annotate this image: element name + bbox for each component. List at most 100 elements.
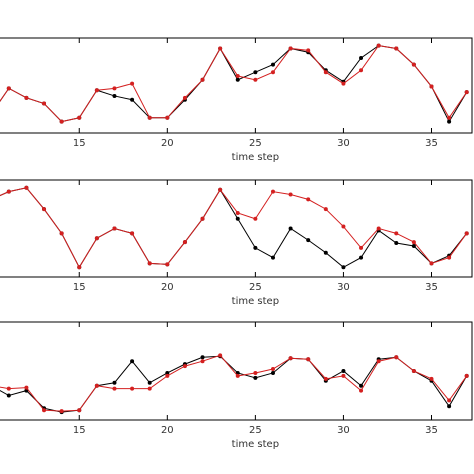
data-point xyxy=(341,265,346,270)
data-point xyxy=(147,261,152,266)
data-point xyxy=(182,364,187,369)
data-point xyxy=(218,46,223,51)
x-tick-label: 15 xyxy=(73,282,86,293)
data-point xyxy=(112,226,117,231)
x-tick-label: 35 xyxy=(425,282,438,293)
data-point xyxy=(59,409,64,414)
data-point xyxy=(359,388,364,393)
data-point xyxy=(130,97,135,102)
data-point xyxy=(429,261,434,266)
data-point xyxy=(394,46,399,51)
panel: 15 20 25 30 35 time step xyxy=(0,321,473,450)
data-point xyxy=(6,386,11,391)
data-point xyxy=(376,226,381,231)
data-point xyxy=(306,197,311,202)
data-point xyxy=(323,207,328,212)
data-point xyxy=(218,353,223,358)
data-point xyxy=(288,226,293,231)
data-point xyxy=(235,216,240,221)
data-point xyxy=(235,210,240,215)
data-point xyxy=(270,189,275,194)
x-axis-label: time step xyxy=(232,152,279,163)
data-point xyxy=(270,255,275,260)
data-point xyxy=(130,386,135,391)
data-point xyxy=(270,62,275,67)
data-point xyxy=(341,81,346,86)
data-point xyxy=(147,386,152,391)
data-point xyxy=(94,88,99,93)
data-point xyxy=(165,262,170,267)
series-line xyxy=(0,354,468,412)
data-point xyxy=(112,380,117,385)
data-point xyxy=(323,250,328,255)
data-point xyxy=(24,95,29,100)
data-point xyxy=(464,90,469,95)
data-point xyxy=(253,70,258,75)
data-point xyxy=(235,370,240,375)
data-point xyxy=(447,115,452,120)
data-point xyxy=(200,77,205,82)
data-point xyxy=(77,265,82,270)
plot-frame xyxy=(0,321,473,421)
data-point xyxy=(341,369,346,373)
x-axis-label: time step xyxy=(232,439,279,450)
data-point xyxy=(253,375,258,380)
data-point xyxy=(59,119,64,124)
data-point xyxy=(24,185,29,190)
data-point xyxy=(411,62,416,67)
x-tick-label: 30 xyxy=(337,138,350,149)
data-point xyxy=(112,386,117,391)
panel: 15 20 25 30 35 time step xyxy=(0,179,473,307)
data-point xyxy=(376,43,381,48)
data-point xyxy=(42,408,47,413)
data-point xyxy=(270,70,275,75)
data-point xyxy=(147,380,152,385)
x-tick-label: 35 xyxy=(425,138,438,149)
x-tick-label: 35 xyxy=(425,425,438,436)
data-point xyxy=(429,376,434,381)
data-point xyxy=(270,367,275,372)
data-point xyxy=(411,369,416,373)
data-point xyxy=(235,373,240,378)
x-tick-label: 15 xyxy=(73,138,86,149)
data-point xyxy=(200,355,205,360)
data-point xyxy=(200,216,205,221)
data-point xyxy=(182,240,187,245)
data-point xyxy=(359,383,364,388)
data-point xyxy=(59,231,64,236)
x-tick-label: 20 xyxy=(161,138,174,149)
data-point xyxy=(253,245,258,250)
data-point xyxy=(464,231,469,236)
data-point xyxy=(253,216,258,221)
data-point xyxy=(112,93,117,98)
data-point xyxy=(165,370,170,375)
data-point xyxy=(306,238,311,243)
data-point xyxy=(235,74,240,78)
data-point xyxy=(306,48,311,53)
data-point xyxy=(429,84,434,89)
data-point xyxy=(200,359,205,364)
series-line xyxy=(0,187,468,269)
x-tick-label: 20 xyxy=(161,282,174,293)
plot-frame xyxy=(0,37,473,134)
data-point xyxy=(130,81,135,86)
data-point xyxy=(306,357,311,362)
x-tick-label: 20 xyxy=(161,425,174,436)
data-point xyxy=(447,119,452,124)
data-point xyxy=(130,359,135,364)
data-point xyxy=(94,383,99,388)
data-point xyxy=(253,77,258,82)
data-point xyxy=(182,95,187,100)
data-point xyxy=(235,77,240,82)
data-point xyxy=(165,115,170,120)
data-point xyxy=(6,189,11,194)
panel: 15 20 25 30 35 time step xyxy=(0,37,473,163)
plot-frame xyxy=(0,179,473,278)
x-axis-label: time step xyxy=(232,296,279,307)
data-point xyxy=(6,86,11,91)
data-point xyxy=(6,393,11,398)
series-line xyxy=(0,45,468,123)
data-point xyxy=(359,255,364,260)
data-point xyxy=(165,373,170,378)
data-point xyxy=(394,355,399,360)
